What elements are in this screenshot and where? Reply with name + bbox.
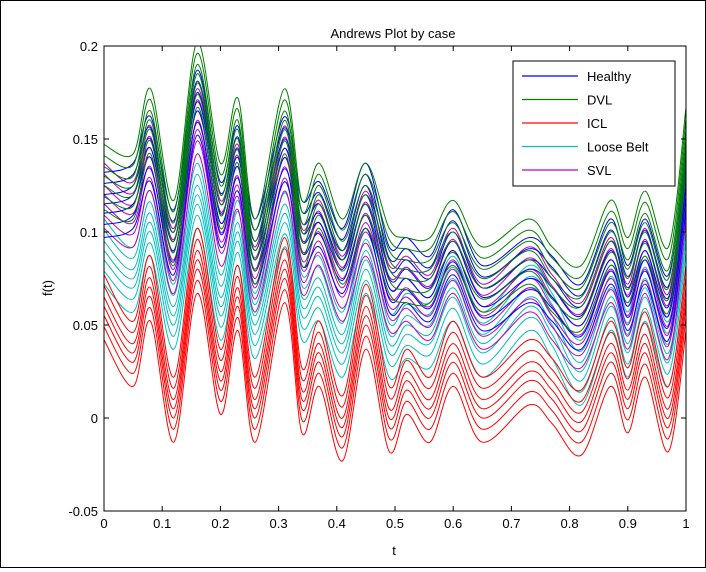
x-tick-label: 0.1 <box>153 516 171 531</box>
series-line-icl <box>104 250 686 419</box>
legend-item-loose-belt: Loose Belt <box>522 140 649 155</box>
series-line-dvl <box>104 46 686 268</box>
y-tick-label: -0.05 <box>68 504 98 519</box>
legend-item-icl: ICL <box>522 116 607 131</box>
x-tick-label: 0.7 <box>502 516 520 531</box>
legend-item-svl: SVL <box>522 163 612 178</box>
series-line-loose-belt <box>104 194 686 373</box>
chart-title: Andrews Plot by case <box>330 26 455 41</box>
series-line-loose-belt <box>104 184 686 363</box>
legend: Healthy DVL ICL Loose Belt SVL <box>512 60 676 187</box>
legend-item-healthy: Healthy <box>522 69 632 84</box>
y-tick-label: 0 <box>91 411 98 426</box>
series-line-loose-belt <box>104 203 686 382</box>
series-line-icl <box>104 238 686 408</box>
y-tick-label: 0.2 <box>80 39 98 54</box>
x-tick-label: 0.4 <box>328 516 346 531</box>
series-line-dvl <box>104 93 686 320</box>
x-tick-label: 0.5 <box>386 516 404 531</box>
y-tick-label: 0.05 <box>73 318 98 333</box>
series-line-loose-belt <box>104 214 686 393</box>
series-line-icl <box>104 268 686 438</box>
x-tick-label: 0.8 <box>561 516 579 531</box>
x-tick-label: 0 <box>100 516 107 531</box>
series-line-svl <box>104 88 686 305</box>
legend-label: Loose Belt <box>587 140 649 155</box>
series-line-icl <box>104 279 686 449</box>
series-line-dvl <box>104 82 686 309</box>
series-lines <box>104 46 686 462</box>
x-axis-label: t <box>392 543 396 558</box>
axes: 0 0.1 0.2 0.3 0.4 0.5 0.6 0.7 0.8 0.9 1-0.0500.050… <box>68 39 689 531</box>
series-line-icl <box>104 292 686 462</box>
y-axis-label: f(t) <box>40 280 55 296</box>
series-line-loose-belt <box>104 173 686 352</box>
legend-label: SVL <box>587 163 612 178</box>
series-icl <box>104 227 686 462</box>
series-line-dvl <box>104 73 686 300</box>
legend-label: Healthy <box>587 69 632 84</box>
series-line-dvl <box>104 52 686 279</box>
x-tick-label: 0.9 <box>619 516 637 531</box>
y-tick-label: 0.1 <box>80 225 98 240</box>
series-dvl <box>104 46 686 333</box>
series-line-dvl <box>104 64 686 291</box>
legend-label: DVL <box>587 93 612 108</box>
series-line-dvl <box>104 106 686 333</box>
y-tick-label: 0.15 <box>73 132 98 147</box>
series-line-svl <box>104 153 686 370</box>
x-tick-label: 0.6 <box>444 516 462 531</box>
series-line-svl <box>104 119 686 336</box>
x-tick-label: 0.2 <box>211 516 229 531</box>
series-line-icl <box>104 227 686 397</box>
series-line-svl <box>104 140 686 357</box>
x-tick-label: 0.3 <box>270 516 288 531</box>
legend-item-dvl: DVL <box>522 93 612 108</box>
x-tick-label: 1 <box>682 516 689 531</box>
series-line-icl <box>104 259 686 428</box>
series-line-svl <box>104 129 686 346</box>
legend-label: ICL <box>587 116 607 131</box>
